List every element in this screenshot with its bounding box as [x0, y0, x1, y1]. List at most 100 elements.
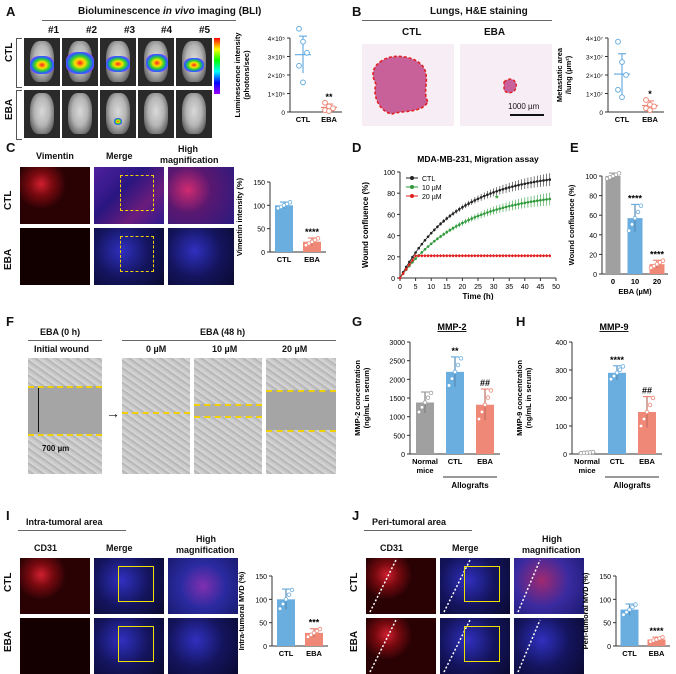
a-chart-ytick-label: 1×10⁵ [268, 92, 286, 99]
j-chart-bar-0 [620, 609, 639, 646]
e-chart-bar-1 [627, 218, 643, 274]
a-chart-point-0-4 [300, 79, 306, 86]
f-width-label: 700 µm [42, 444, 70, 453]
a-chart-point-0-0 [296, 25, 302, 32]
i-chart-point-0-1 [280, 601, 286, 607]
c-chart-bar-0 [275, 205, 293, 252]
c-chart-xlabel-0: CTL [277, 255, 292, 264]
d-legend-marker-2 [410, 194, 414, 198]
i-chart-xlabel-0: CTL [279, 649, 294, 658]
i-chart-ytick-label: 0 [263, 644, 267, 651]
j-col-merge: Merge [452, 543, 479, 553]
j-chart-point-0-2 [627, 607, 632, 612]
f-edge-bottom-20um [266, 430, 336, 432]
bli-col-5: #5 [199, 25, 211, 36]
e-chart-point-1-4 [638, 203, 644, 208]
f-left-header: EBA (0 h) [40, 327, 81, 337]
bli-image-ctl-5 [176, 38, 212, 86]
e-chart-ytick-label: 40 [589, 233, 597, 240]
panel-label-d: D [352, 140, 362, 155]
panel-d-chart: MDA-MB-231, Migration assay 0 20 40 60 80 100 0… [361, 154, 560, 300]
h-chart-point-1-3 [617, 367, 623, 372]
f-edge-top-initial [28, 386, 102, 388]
bli-col-1: #1 [48, 25, 60, 36]
panel-label-c: C [6, 140, 16, 155]
d-legend-label-0: CTL [422, 176, 435, 183]
c-zoom-box-eba [120, 236, 154, 272]
c-chart-xlabel-1: EBA [304, 255, 320, 264]
d-chart-ylabel: Wound confluence (%) [361, 182, 370, 268]
e-chart-bar-2 [649, 264, 665, 274]
h-chart-point-1-4 [620, 364, 626, 369]
i-chart-ylabel: Intra-tumoral MVD (%) [237, 571, 246, 650]
a-chart-xlabel-0: CTL [296, 115, 311, 124]
i-col-high-2: magnification [176, 545, 235, 555]
bli-col-3: #3 [124, 25, 136, 36]
h-chart-point-1-2 [614, 370, 620, 375]
a-chart-point-0-3 [296, 62, 302, 69]
panel-label-i: I [6, 508, 10, 523]
bli-image-ctl-2 [62, 38, 98, 86]
h-chart-point-2-2 [644, 409, 650, 415]
a-chart-xlabel-1: EBA [321, 115, 337, 124]
panel-a-title-rule [42, 20, 236, 21]
g-chart-ytick-label: 1500 [389, 396, 405, 403]
d-chart-xlabel: Time (h) [463, 292, 494, 300]
e-chart-point-1-0 [626, 228, 632, 233]
e-chart-sig-2: **** [650, 249, 665, 259]
h-chart-point-2-0 [638, 423, 644, 429]
i-row-ctl: CTL [3, 572, 14, 592]
f-dose-0: 0 µM [146, 344, 167, 354]
h-chart-point-1-0 [608, 376, 614, 382]
g-chart-ytick-label: 2000 [389, 377, 405, 384]
e-chart-xlabel-0: 0 [611, 277, 615, 286]
i-row-eba: EBA [3, 630, 14, 652]
g-chart-bar-0 [416, 402, 434, 454]
d-chart-ytick-label: 100 [383, 170, 395, 177]
bli-col-2: #2 [86, 25, 98, 36]
d-series-0-line [399, 179, 550, 279]
b-chart-sig-1: * [648, 89, 652, 99]
i-title-rule [18, 530, 126, 531]
f-left-sub: Initial wound [34, 344, 89, 354]
c-chart-ytick-label: 50 [257, 227, 265, 234]
g-chart-xlabel2-0: mice [416, 466, 433, 475]
g-chart-bar-1 [446, 371, 464, 454]
h-chart-sig-1: **** [610, 355, 625, 365]
i-chart-sig-1: *** [309, 618, 320, 628]
f-wound-10um [194, 404, 262, 416]
d-chart-xtick-label: 30 [490, 284, 498, 291]
d-chart-ytick-label: 80 [387, 191, 395, 198]
c-vimentin-ctl [20, 167, 90, 224]
h-chart-xlabel-1: CTL [610, 457, 625, 466]
g-chart-point-0-2 [422, 400, 428, 405]
i-chart-point-1-2 [311, 630, 317, 636]
he-col-ctl: CTL [402, 27, 422, 38]
scale-bar-line [510, 114, 544, 116]
g-chart-point-2-3 [485, 395, 491, 400]
i-col-high-1: High [196, 534, 216, 544]
a-chart-ylabel-1: Luminescence intensity [233, 32, 242, 118]
bli-row-bracket-ctl [16, 38, 22, 88]
he-image-ctl [362, 44, 454, 126]
g-chart-point-1-2 [452, 369, 458, 375]
d-chart-xtick-label: 0 [398, 284, 402, 291]
j-col-cd31: CD31 [380, 543, 404, 553]
j-chart-ytick-label: 150 [599, 574, 611, 581]
e-chart-point-1-1 [629, 222, 635, 227]
j-border-line-cd31-eba [369, 619, 397, 673]
f-edge-top-10um [194, 404, 262, 406]
bli-row-ctl: CTL [4, 42, 15, 62]
f-left-rule [28, 340, 102, 341]
i-zoom-box-eba [118, 626, 154, 662]
j-title: Peri-tumoral area [372, 517, 447, 527]
b-chart-xlabel-0: CTL [615, 115, 630, 124]
b-chart-point-0-4 [619, 94, 625, 101]
b-chart-ytick-label: 2×10⁷ [586, 73, 604, 80]
i-title: Intra-tumoral area [26, 517, 103, 527]
bli-image-eba-5 [176, 90, 212, 138]
g-chart-sig-1: ** [451, 346, 459, 356]
f-wound-20um [266, 390, 336, 430]
f-wound-initial [28, 386, 102, 434]
b-chart-xlabel-1: EBA [642, 115, 658, 124]
